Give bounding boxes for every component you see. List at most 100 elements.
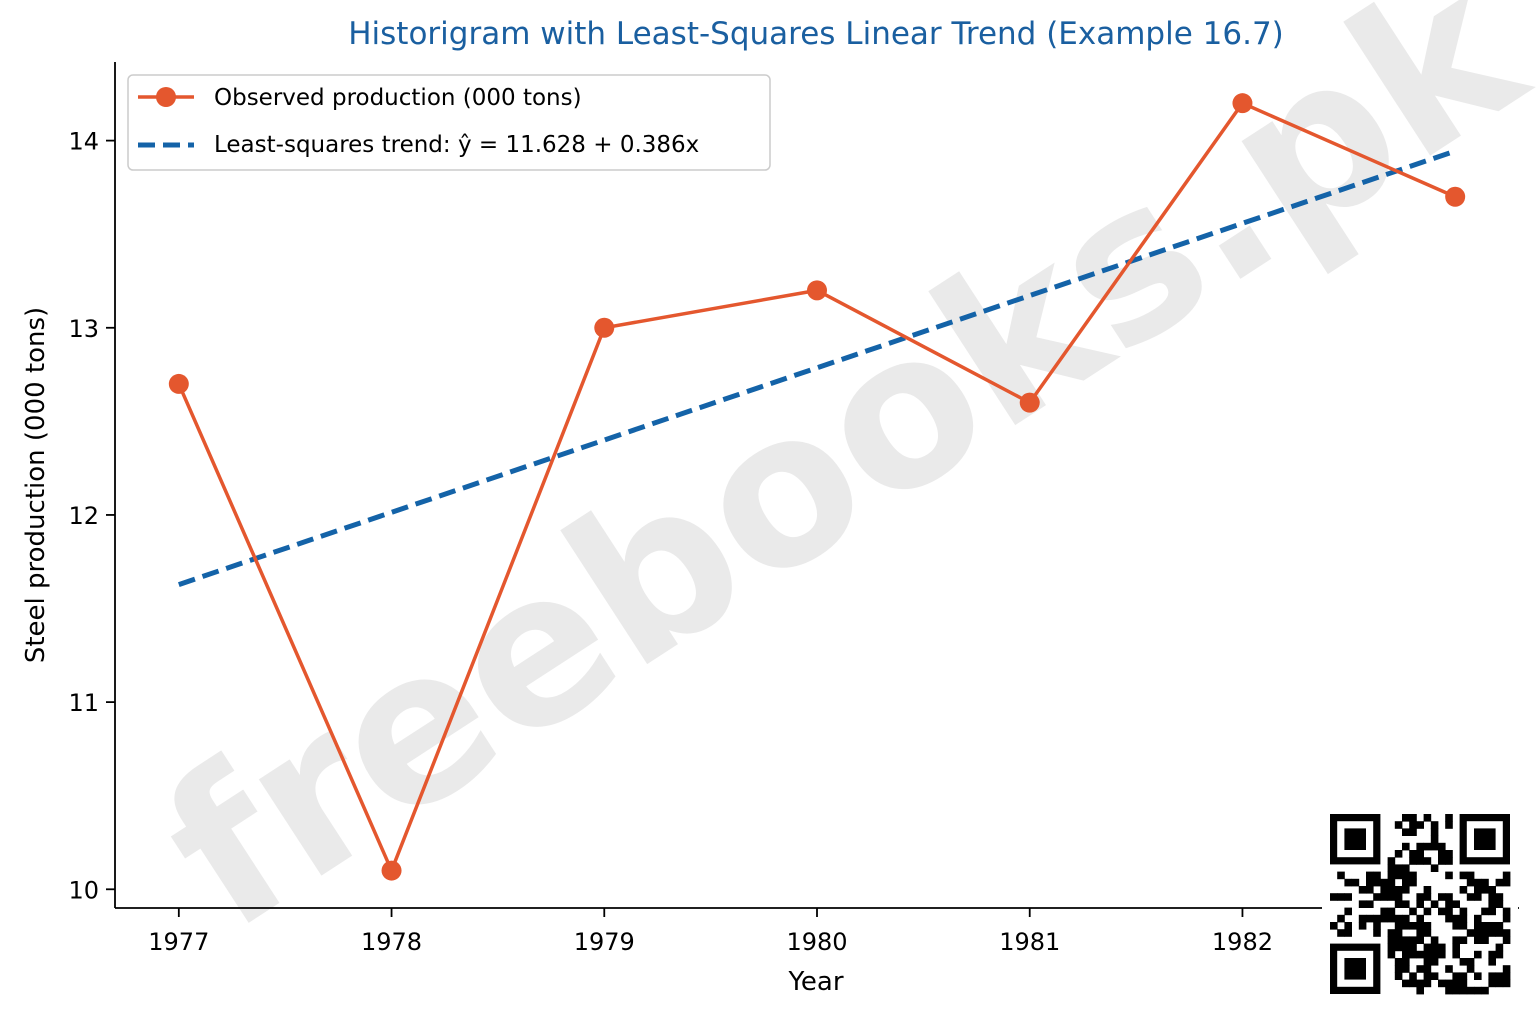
qr-module bbox=[1394, 943, 1403, 952]
qr-module bbox=[1409, 828, 1417, 836]
x-ticks: 1977 1978 1979 1980 1981 1982 bbox=[148, 908, 1273, 956]
qr-module bbox=[1459, 914, 1468, 923]
qr-module bbox=[1387, 893, 1396, 901]
qr-module bbox=[1409, 950, 1417, 959]
qr-module bbox=[1481, 886, 1489, 894]
qr-module bbox=[1488, 972, 1496, 980]
qr-module bbox=[1452, 914, 1460, 923]
observed-point bbox=[168, 373, 189, 394]
legend-observed-swatch-marker bbox=[156, 87, 176, 107]
qr-module bbox=[1387, 886, 1396, 894]
qr-module bbox=[1495, 878, 1504, 887]
qr-module bbox=[1430, 950, 1439, 959]
qr-module bbox=[1423, 922, 1432, 930]
qr-module bbox=[1380, 907, 1388, 916]
qr-module bbox=[1416, 857, 1424, 865]
qr-module bbox=[1394, 821, 1403, 829]
qr-module bbox=[1373, 922, 1381, 930]
qr-module bbox=[1459, 922, 1468, 930]
qr-module bbox=[1416, 850, 1424, 858]
x-tick-label: 1982 bbox=[1212, 928, 1273, 956]
qr-module bbox=[1452, 900, 1460, 908]
qr-module bbox=[1495, 943, 1504, 952]
qr-module bbox=[1445, 965, 1453, 973]
qr-module bbox=[1416, 965, 1424, 973]
qr-module bbox=[1430, 958, 1439, 966]
qr-module bbox=[1459, 986, 1468, 995]
qr-module bbox=[1438, 857, 1446, 865]
qr-module bbox=[1481, 986, 1489, 995]
qr-module bbox=[1438, 893, 1446, 901]
qr-module bbox=[1474, 893, 1482, 901]
qr-module bbox=[1409, 907, 1417, 916]
qr-module bbox=[1344, 929, 1352, 937]
qr-module bbox=[1358, 886, 1367, 894]
qr-module bbox=[1459, 958, 1468, 966]
qr-module bbox=[1402, 814, 1410, 822]
qr-module bbox=[1366, 878, 1374, 887]
qr-module bbox=[1402, 950, 1410, 959]
qr-module bbox=[1423, 943, 1432, 952]
qr-module bbox=[1409, 922, 1417, 930]
legend-observed-label: Observed production (000 tons) bbox=[214, 85, 582, 111]
qr-module bbox=[1337, 893, 1345, 901]
qr-module bbox=[1438, 943, 1446, 952]
qr-finder-core bbox=[1344, 958, 1366, 980]
qr-module bbox=[1445, 814, 1453, 822]
qr-module bbox=[1402, 828, 1410, 836]
x-tick-label: 1978 bbox=[361, 928, 422, 956]
qr-module bbox=[1474, 936, 1482, 944]
x-axis-label: Year bbox=[787, 967, 843, 997]
qr-module bbox=[1445, 857, 1453, 865]
qr-module bbox=[1502, 907, 1511, 916]
qr-module bbox=[1430, 972, 1439, 980]
qr-module bbox=[1373, 871, 1381, 880]
qr-module bbox=[1445, 907, 1453, 916]
qr-module bbox=[1481, 922, 1489, 930]
qr-module bbox=[1423, 929, 1432, 937]
qr-module bbox=[1409, 850, 1417, 858]
qr-module bbox=[1423, 979, 1432, 988]
qr-module bbox=[1394, 929, 1403, 937]
qr-module bbox=[1502, 936, 1511, 944]
chart-title: Historigram with Least-Squares Linear Tr… bbox=[348, 16, 1284, 52]
qr-module bbox=[1402, 871, 1410, 880]
qr-module bbox=[1416, 893, 1424, 901]
qr-module bbox=[1402, 878, 1410, 887]
qr-module bbox=[1481, 907, 1489, 916]
qr-module bbox=[1402, 922, 1410, 930]
qr-module bbox=[1452, 986, 1460, 995]
qr-module bbox=[1394, 958, 1403, 966]
qr-module bbox=[1366, 914, 1374, 923]
qr-module bbox=[1394, 972, 1403, 980]
qr-module bbox=[1495, 950, 1504, 959]
qr-module bbox=[1409, 979, 1417, 988]
qr-module bbox=[1488, 958, 1496, 966]
qr-module bbox=[1488, 900, 1496, 908]
qr-finder-core bbox=[1474, 828, 1496, 850]
qr-module bbox=[1459, 907, 1468, 916]
qr-module bbox=[1416, 979, 1424, 988]
qr-module bbox=[1423, 857, 1432, 865]
qr-module bbox=[1402, 914, 1410, 923]
qr-module bbox=[1409, 871, 1417, 880]
qr-module bbox=[1416, 900, 1424, 908]
qr-module bbox=[1394, 965, 1403, 973]
qr-module bbox=[1394, 871, 1403, 880]
qr-module bbox=[1387, 907, 1396, 916]
qr-module bbox=[1452, 936, 1460, 944]
qr-module bbox=[1423, 958, 1432, 966]
qr-module bbox=[1488, 886, 1496, 894]
qr-module bbox=[1502, 972, 1511, 980]
qr-module bbox=[1452, 972, 1460, 980]
qr-module bbox=[1430, 943, 1439, 952]
qr-module bbox=[1394, 893, 1403, 901]
qr-module bbox=[1409, 943, 1417, 952]
x-tick-label: 1977 bbox=[148, 928, 209, 956]
qr-module bbox=[1409, 814, 1417, 822]
qr-module bbox=[1394, 914, 1403, 923]
qr-module bbox=[1330, 893, 1338, 901]
qr-module bbox=[1502, 979, 1511, 988]
qr-module bbox=[1373, 929, 1381, 937]
qr-finder-core bbox=[1344, 828, 1366, 850]
